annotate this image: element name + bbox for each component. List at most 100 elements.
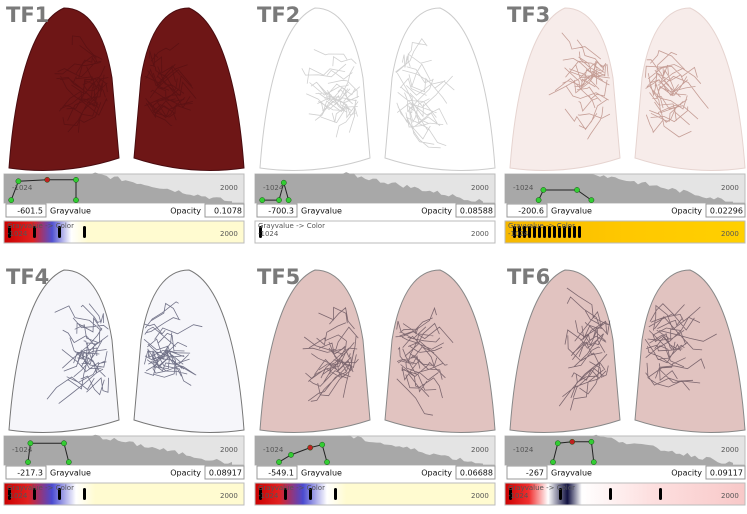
- vessels: [143, 301, 203, 386]
- control-point: [288, 452, 294, 458]
- opacity-label: Opacity: [671, 207, 702, 216]
- control-point: [569, 438, 576, 445]
- control-point: [280, 179, 287, 186]
- opacity-curve: [538, 189, 592, 201]
- panel-label: TF3: [507, 3, 550, 27]
- panel-label: TF2: [257, 3, 300, 27]
- color-point: [334, 488, 337, 500]
- histogram-max: 2000: [721, 446, 739, 454]
- histogram-min: -1024: [263, 184, 284, 192]
- color-point: [33, 488, 36, 500]
- color-point: [523, 226, 526, 238]
- grayvalue-value: -200.6: [518, 207, 544, 216]
- color-point: [58, 226, 61, 238]
- grayvalue-value: -601.5: [17, 207, 43, 216]
- color-point: [558, 226, 561, 238]
- opacity-label: Opacity: [421, 469, 452, 478]
- color-point: [548, 226, 551, 238]
- color-point: [83, 226, 86, 238]
- control-point: [554, 440, 561, 447]
- grayvalue-value: -217.3: [17, 469, 43, 478]
- histogram-min: -1024: [263, 446, 284, 454]
- grayvalue-input[interactable]: [5, 203, 47, 218]
- vessels: [644, 303, 717, 391]
- lung: [509, 7, 621, 171]
- grayvalue-value: -267: [526, 469, 544, 478]
- color-point: [543, 226, 546, 238]
- grayvalue-input[interactable]: [5, 465, 47, 480]
- control-point: [73, 176, 79, 183]
- opacity-input[interactable]: [204, 465, 245, 480]
- lung: [8, 7, 120, 171]
- panel-label: TF5: [257, 265, 300, 289]
- histogram-max: 2000: [721, 184, 739, 192]
- panel-label: TF6: [507, 265, 550, 289]
- control-point: [540, 187, 547, 193]
- opacity-input[interactable]: [455, 465, 496, 480]
- colormap-max: 2000: [220, 230, 238, 238]
- panel: TF1 -1024 2000 -601.5 Grayvalue Opacity 0.1078…: [3, 3, 245, 244]
- colormap-min: -1024: [508, 492, 529, 500]
- grayvalue-label: Grayvalue: [50, 207, 91, 216]
- lung: [634, 7, 746, 171]
- opacity-input[interactable]: [705, 203, 746, 218]
- colormap-bar: [254, 482, 496, 506]
- opacity-label: Opacity: [170, 469, 201, 478]
- control-point: [324, 459, 330, 465]
- vessels: [54, 35, 109, 133]
- grayvalue-label: Grayvalue: [551, 469, 592, 478]
- color-point: [578, 226, 581, 238]
- control-point: [65, 459, 72, 465]
- histogram-min: -1024: [513, 184, 534, 192]
- vessels: [548, 32, 611, 140]
- color-point: [559, 488, 562, 500]
- histogram-max: 2000: [220, 446, 238, 454]
- histogram-min: -1024: [12, 446, 33, 454]
- control-point: [588, 438, 595, 445]
- grayvalue-input[interactable]: [256, 203, 298, 218]
- color-point: [533, 226, 536, 238]
- lung: [133, 269, 245, 433]
- panel: TF5 -1024 2000 -549.1 Grayvalue Opacity 0.0668…: [254, 265, 496, 506]
- histogram: [505, 174, 733, 203]
- grayvalue-input[interactable]: [506, 203, 548, 218]
- lung: [133, 7, 245, 171]
- grayvalue-label: Grayvalue: [551, 207, 592, 216]
- colormap-bar: [504, 482, 746, 506]
- colormap-min: -1024: [508, 230, 529, 238]
- color-point: [538, 226, 541, 238]
- control-point: [8, 197, 15, 203]
- opacity-input[interactable]: [455, 203, 496, 218]
- control-point: [73, 197, 79, 203]
- color-point: [509, 488, 512, 500]
- control-point: [307, 444, 314, 451]
- opacity-input[interactable]: [705, 465, 746, 480]
- color-point: [568, 226, 571, 238]
- control-point: [590, 459, 597, 465]
- opacity-value: 0.08917: [209, 469, 242, 478]
- color-point: [309, 488, 312, 500]
- control-point: [550, 459, 556, 465]
- opacity-input[interactable]: [204, 203, 245, 218]
- color-point: [513, 226, 516, 238]
- grayvalue-label: Grayvalue: [301, 207, 342, 216]
- color-point: [563, 226, 566, 238]
- grayvalue-label: Grayvalue: [301, 469, 342, 478]
- colormap-bar: [254, 220, 496, 244]
- color-point: [659, 488, 662, 500]
- colormap-bar: [3, 220, 245, 244]
- grayvalue-input[interactable]: [506, 465, 548, 480]
- colormap-title: Grayvalue -> Color: [508, 222, 575, 230]
- colormap-min: -1024: [258, 230, 279, 238]
- color-point: [259, 488, 262, 500]
- color-point: [528, 226, 531, 238]
- grayvalue-value: -700.3: [268, 207, 294, 216]
- vessels: [645, 50, 709, 138]
- colormap-max: 2000: [721, 230, 739, 238]
- colormap-title: Grayvalue -> Color: [258, 222, 325, 230]
- panel-label: TF4: [6, 265, 49, 289]
- opacity-curve: [262, 180, 290, 201]
- histogram-max: 2000: [220, 184, 238, 192]
- grayvalue-input[interactable]: [256, 465, 298, 480]
